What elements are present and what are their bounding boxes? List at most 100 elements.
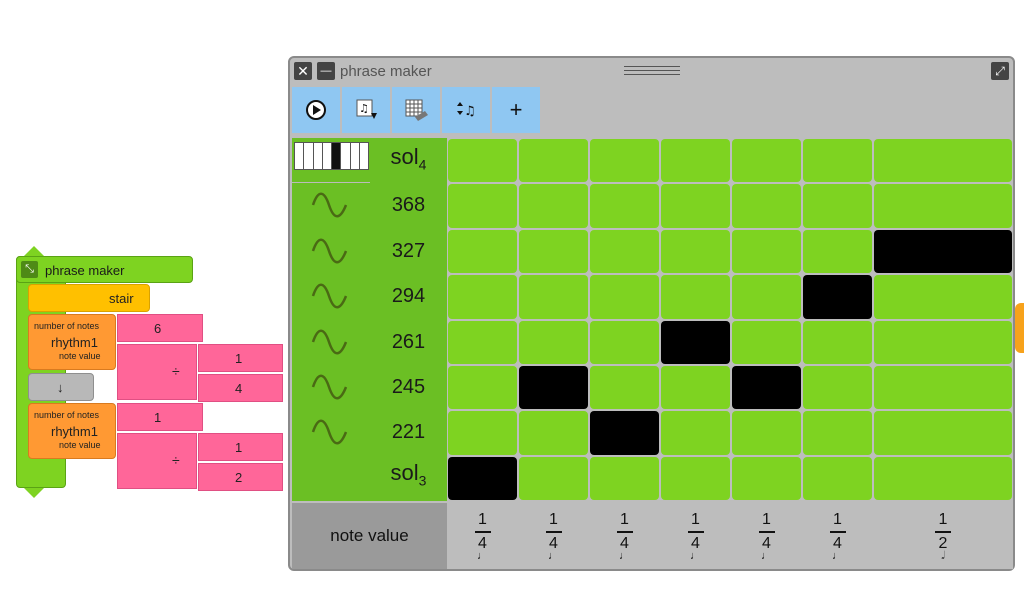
grid-cell[interactable] (519, 139, 588, 183)
denominator-value-1[interactable]: 4 (198, 374, 283, 402)
grid-cell[interactable] (590, 184, 659, 228)
mouse-mascot-icon[interactable] (1015, 303, 1024, 353)
grid-cell[interactable] (874, 275, 1012, 319)
grid-cell-active[interactable] (448, 456, 517, 501)
grid-cell[interactable] (803, 456, 872, 501)
note-icon: ♩ (477, 549, 488, 562)
grid-cell[interactable] (803, 139, 872, 183)
grid-cell-active[interactable] (590, 411, 659, 455)
grid-cell[interactable] (803, 366, 872, 410)
grid-cell[interactable] (874, 366, 1012, 410)
note-value-fraction[interactable]: 1 4 ♩ (747, 511, 787, 562)
numerator-value-1[interactable]: 1 (198, 344, 283, 372)
grid-cell-active[interactable] (874, 229, 1012, 274)
number-of-notes-value-1[interactable]: 6 (117, 314, 203, 342)
block-stack[interactable]: ⤡ phrase maker stair number of notes rhy… (16, 246, 286, 498)
grid-cell-active[interactable] (803, 275, 872, 319)
add-button[interactable]: + (492, 87, 540, 133)
grid-cell[interactable] (448, 366, 517, 410)
grid-cell[interactable] (448, 139, 517, 183)
grid-cell[interactable] (590, 275, 659, 319)
grid-cell[interactable] (732, 456, 801, 501)
grid-cell[interactable] (590, 229, 659, 274)
grid-cell-active[interactable] (732, 366, 801, 410)
grid-cell[interactable] (519, 320, 588, 364)
grid-cell[interactable] (661, 229, 730, 274)
down-arrow-block[interactable]: ↓ (28, 373, 94, 401)
sort-notes-icon: ♫ (457, 102, 476, 119)
grid-cell[interactable] (519, 275, 588, 319)
divide-block-1[interactable]: ÷ (117, 344, 197, 400)
grid-cell[interactable] (732, 320, 801, 364)
grid-cell[interactable] (803, 184, 872, 228)
numerator-value-2[interactable]: 1 (198, 433, 283, 461)
grid-cell[interactable] (519, 411, 588, 455)
drag-handle-icon[interactable] (624, 66, 680, 75)
grid-cell[interactable] (803, 229, 872, 274)
number-of-notes-value-2[interactable]: 1 (117, 403, 203, 431)
grid-cell[interactable] (732, 184, 801, 228)
grid-cell[interactable] (874, 139, 1012, 183)
note-value-fraction[interactable]: 1 2 𝅗𝅥 (923, 511, 963, 562)
note-value-fraction[interactable]: 1 4 ♩ (463, 511, 503, 562)
note-value-fraction[interactable]: 1 4 ♩ (818, 511, 858, 562)
sine-wave-icon[interactable] (310, 327, 350, 357)
keyboard-icon[interactable] (294, 142, 369, 170)
grid-cell[interactable] (732, 229, 801, 274)
grid-cell[interactable] (661, 366, 730, 410)
grid-cell-active[interactable] (519, 366, 588, 410)
grid-cell[interactable] (661, 184, 730, 228)
grid-cell[interactable] (661, 411, 730, 455)
rhythm-block-2[interactable]: number of notes rhythm1 note value (28, 403, 116, 459)
sine-wave-icon[interactable] (310, 372, 350, 402)
grid-cell[interactable] (732, 411, 801, 455)
row-label-text: sol4 (390, 144, 427, 173)
grid-cell[interactable] (448, 411, 517, 455)
collapse-icon[interactable]: ⤡ (21, 261, 38, 278)
note-value-fraction[interactable]: 1 4 ♩ (534, 511, 574, 562)
grid-cell[interactable] (803, 320, 872, 364)
expand-button[interactable]: ⤢ (991, 62, 1009, 80)
grid-cell[interactable] (732, 139, 801, 183)
grid-cell[interactable] (519, 184, 588, 228)
grid-cell[interactable] (448, 320, 517, 364)
export-notes-button[interactable]: ♫ (342, 87, 390, 133)
grid-cell[interactable] (874, 456, 1012, 501)
grid-cell[interactable] (590, 320, 659, 364)
grid-cell[interactable] (448, 229, 517, 274)
note-icon: ♩ (619, 549, 630, 562)
window-titlebar[interactable]: ✕ — phrase maker ⤢ (290, 58, 1013, 84)
grid-cell[interactable] (448, 275, 517, 319)
grid-cell[interactable] (661, 456, 730, 501)
divide-block-2[interactable]: ÷ (117, 433, 197, 489)
stair-block[interactable]: stair (28, 284, 150, 312)
sine-wave-icon[interactable] (310, 190, 350, 220)
grid-cell[interactable] (874, 411, 1012, 455)
grid-cell[interactable] (874, 320, 1012, 364)
grid-cell[interactable] (590, 139, 659, 183)
grid-cell[interactable] (519, 229, 588, 274)
grid-cell[interactable] (874, 184, 1012, 228)
sort-notes-button[interactable]: ♫ (442, 87, 490, 133)
grid-cell[interactable] (803, 411, 872, 455)
grid-cell-active[interactable] (661, 320, 730, 364)
grid-cell[interactable] (732, 275, 801, 319)
grid-cell[interactable] (519, 456, 588, 501)
note-value-fraction[interactable]: 1 4 ♩ (676, 511, 716, 562)
erase-grid-button[interactable] (392, 87, 440, 133)
sine-wave-icon[interactable] (310, 281, 350, 311)
grid-cell[interactable] (590, 366, 659, 410)
rhythm-block-1[interactable]: number of notes rhythm1 note value (28, 314, 116, 370)
note-value-fraction[interactable]: 1 4 ♩ (605, 511, 645, 562)
grid-cell[interactable] (590, 456, 659, 501)
phrase-maker-block[interactable]: ⤡ phrase maker (16, 256, 193, 283)
minimize-button[interactable]: — (317, 62, 335, 80)
close-button[interactable]: ✕ (294, 62, 312, 80)
grid-cell[interactable] (448, 184, 517, 228)
grid-cell[interactable] (661, 275, 730, 319)
grid-cell[interactable] (661, 139, 730, 183)
denominator-value-2[interactable]: 2 (198, 463, 283, 491)
sine-wave-icon[interactable] (310, 236, 350, 266)
play-button[interactable] (292, 87, 340, 133)
sine-wave-icon[interactable] (310, 417, 350, 447)
